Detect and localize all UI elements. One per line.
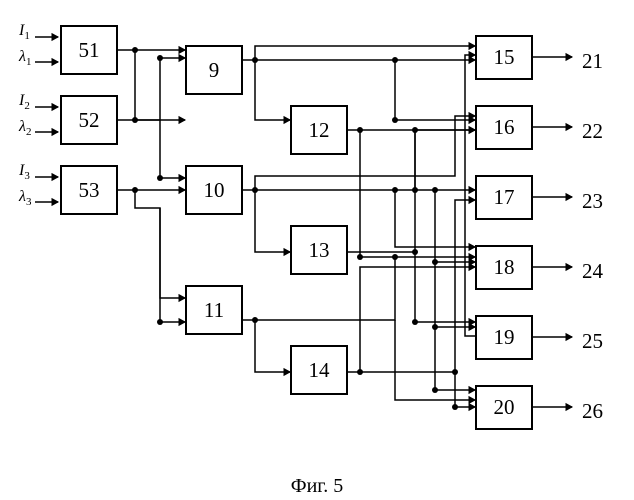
block-19: 19 (475, 315, 533, 360)
block-diagram: Фиг. 5 51 52 53 9 10 11 12 13 14 15 16 17 18 19 20 I1 λ1… (0, 0, 634, 500)
figure-caption: Фиг. 5 (291, 475, 343, 498)
block-53: 53 (60, 165, 118, 215)
block-15: 15 (475, 35, 533, 80)
input-label-I1: I1 (19, 22, 30, 42)
output-label-23: 23 (582, 189, 603, 214)
block-20: 20 (475, 385, 533, 430)
input-label-λ3: λ3 (19, 188, 31, 208)
input-label-I2: I2 (19, 92, 30, 112)
block-17: 17 (475, 175, 533, 220)
block-18: 18 (475, 245, 533, 290)
block-52: 52 (60, 95, 118, 145)
input-label-I3: I3 (19, 162, 30, 182)
block-9: 9 (185, 45, 243, 95)
output-label-22: 22 (582, 119, 603, 144)
output-label-21: 21 (582, 49, 603, 74)
input-label-λ1: λ1 (19, 48, 31, 68)
input-label-λ2: λ2 (19, 118, 31, 138)
block-14: 14 (290, 345, 348, 395)
block-11: 11 (185, 285, 243, 335)
output-label-24: 24 (582, 259, 603, 284)
output-label-26: 26 (582, 399, 603, 424)
block-51: 51 (60, 25, 118, 75)
block-16: 16 (475, 105, 533, 150)
block-10: 10 (185, 165, 243, 215)
output-label-25: 25 (582, 329, 603, 354)
block-12: 12 (290, 105, 348, 155)
block-13: 13 (290, 225, 348, 275)
